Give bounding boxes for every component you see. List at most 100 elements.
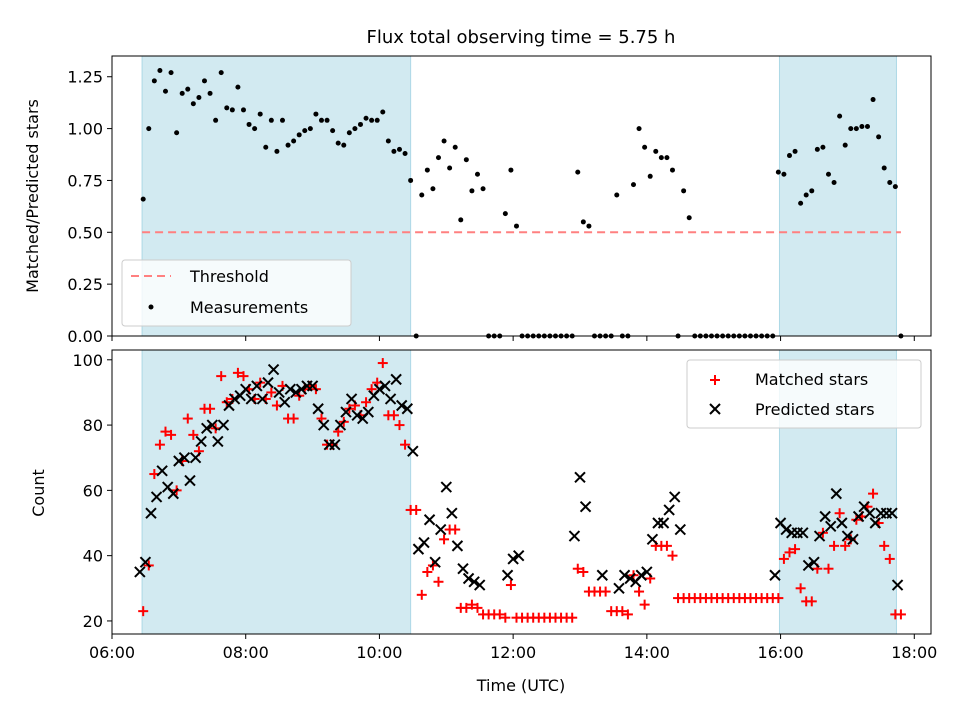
matched-point bbox=[416, 589, 427, 600]
bottom-y-axis-label: Count bbox=[29, 469, 48, 517]
predicted-point bbox=[295, 383, 308, 395]
predicted-point bbox=[145, 507, 157, 519]
bottom-y-tick-label: 60 bbox=[83, 481, 103, 500]
legend-matched-swatch bbox=[710, 375, 720, 385]
x-tick-label: 14:00 bbox=[624, 643, 670, 662]
predicted-point bbox=[891, 579, 904, 591]
measurement-point bbox=[881, 165, 887, 171]
matched-point bbox=[388, 410, 399, 421]
legend-measurements-swatch bbox=[148, 304, 154, 310]
top-y-tick-label: 0.00 bbox=[67, 327, 103, 346]
matched-point bbox=[288, 413, 299, 424]
predicted-point bbox=[613, 582, 625, 595]
matched-point bbox=[778, 553, 789, 564]
predicted-point bbox=[262, 376, 274, 389]
matched-point bbox=[600, 586, 611, 597]
bottom-legend: Matched stars Predicted stars bbox=[686, 359, 922, 429]
matched-point bbox=[154, 439, 165, 450]
measurement-point bbox=[213, 117, 219, 123]
matched-point bbox=[634, 586, 645, 597]
measurement-point bbox=[157, 68, 163, 74]
predicted-point bbox=[173, 455, 185, 467]
predicted-point bbox=[813, 530, 826, 542]
measurement-point bbox=[586, 223, 592, 229]
measurement-point bbox=[179, 90, 185, 96]
top-plot-frame bbox=[111, 55, 932, 337]
matched-point bbox=[884, 553, 895, 564]
x-tick-label: 12:00 bbox=[490, 643, 536, 662]
legend-predicted-swatch bbox=[709, 403, 721, 415]
measurement-point bbox=[263, 144, 269, 150]
predicted-point bbox=[423, 514, 436, 526]
predicted-point bbox=[513, 549, 525, 562]
predicted-point bbox=[273, 386, 285, 399]
predicted-point bbox=[869, 517, 881, 529]
top-y-tick-label: 1.25 bbox=[67, 68, 103, 87]
measurement-point bbox=[257, 111, 263, 117]
measurement-point bbox=[513, 223, 519, 229]
matched-point bbox=[160, 426, 171, 437]
predicted-point bbox=[852, 510, 865, 523]
matched-point bbox=[394, 420, 405, 431]
measurement-point bbox=[391, 148, 397, 154]
predicted-point bbox=[446, 507, 458, 519]
measurement-point bbox=[369, 117, 375, 123]
measurement-point bbox=[341, 142, 347, 148]
predicted-point bbox=[318, 419, 330, 431]
matched-point bbox=[238, 371, 249, 382]
bottom-plot-frame bbox=[111, 349, 932, 635]
measurement-point bbox=[664, 155, 670, 161]
predicted-point bbox=[167, 487, 179, 500]
top-panel: 0.00 0.25 0.50 0.75 1.00 1.25 Matched/Predict… bbox=[23, 55, 932, 346]
predicted-point bbox=[568, 530, 581, 542]
measurement-point bbox=[240, 107, 246, 113]
predicted-point bbox=[334, 419, 347, 431]
matched-point bbox=[829, 540, 840, 551]
predicted-point bbox=[195, 435, 207, 448]
predicted-point bbox=[457, 563, 469, 575]
measurement-point bbox=[580, 219, 586, 225]
predicted-point bbox=[206, 419, 218, 431]
matched-point bbox=[840, 540, 851, 551]
matched-point bbox=[466, 599, 477, 610]
matched-point bbox=[879, 540, 890, 551]
matched-point bbox=[622, 609, 633, 620]
measurement-point bbox=[892, 184, 898, 190]
predicted-point bbox=[886, 507, 898, 519]
matched-point bbox=[433, 576, 444, 587]
matched-point bbox=[472, 602, 483, 613]
measurement-point bbox=[803, 192, 809, 198]
top-y-axis-label: Matched/Predicted stars bbox=[23, 99, 42, 293]
predicted-point bbox=[802, 559, 815, 572]
measurement-point bbox=[174, 130, 180, 136]
measurement-point bbox=[842, 142, 848, 148]
measurement-point bbox=[246, 121, 252, 127]
measurement-point bbox=[357, 121, 363, 127]
predicted-point bbox=[819, 510, 831, 523]
measurement-point bbox=[235, 84, 241, 90]
measurement-point bbox=[352, 126, 358, 132]
predicted-point bbox=[284, 383, 296, 395]
predicted-point bbox=[435, 523, 447, 536]
matched-point bbox=[784, 547, 795, 558]
matched-point bbox=[639, 599, 650, 610]
matched-point bbox=[505, 580, 516, 591]
measurement-point bbox=[636, 126, 642, 132]
matched-point bbox=[578, 566, 589, 577]
measurement-point bbox=[814, 146, 820, 152]
legend-predicted-label: Predicted stars bbox=[755, 400, 875, 419]
x-tick-label: 06:00 bbox=[89, 643, 135, 662]
measurement-point bbox=[151, 78, 157, 84]
measurement-point bbox=[458, 217, 464, 223]
measurement-point bbox=[480, 186, 486, 192]
measurement-point bbox=[837, 113, 843, 119]
predicted-point bbox=[379, 380, 391, 392]
predicted-point bbox=[373, 383, 386, 395]
measurement-point bbox=[363, 115, 369, 121]
bottom-y-tick-label: 80 bbox=[83, 416, 103, 435]
predicted-point bbox=[646, 533, 659, 546]
measurement-point bbox=[859, 124, 865, 130]
predicted-point bbox=[306, 380, 319, 392]
predicted-point bbox=[624, 572, 636, 585]
measurement-point bbox=[419, 192, 425, 198]
